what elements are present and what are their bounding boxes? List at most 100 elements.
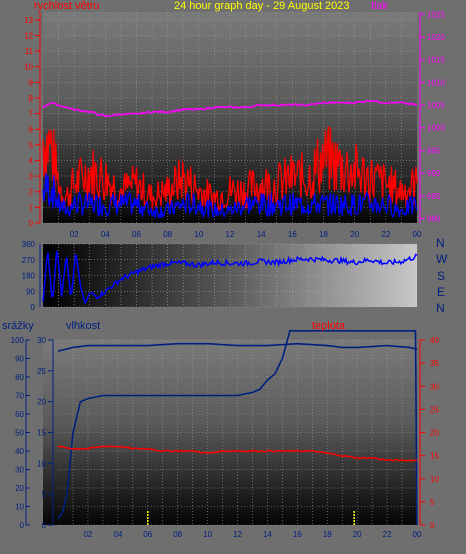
x-axis-tick-label: 22 xyxy=(383,530,392,539)
direction-letter-e: E xyxy=(437,285,446,299)
x-axis-tick-label: 16 xyxy=(288,230,297,239)
rain-axis-tick-label: 0 xyxy=(42,521,47,530)
rain-axis-tick-label: 30 xyxy=(37,336,46,345)
temperature-axis-tick-label: 20 xyxy=(430,429,439,438)
rain-humidity-temp-panel: 0102030405060708090100051015202530051015… xyxy=(11,329,440,539)
humidity-axis-tick-label: 80 xyxy=(15,373,24,382)
x-axis-tick-label: 04 xyxy=(113,530,122,539)
rain-humidity-temp-grid xyxy=(58,339,417,526)
humidity-axis-tick-label: 90 xyxy=(15,355,24,364)
rain-axis-tick-label: 5 xyxy=(42,490,47,499)
temperature-axis-tick-label: 0 xyxy=(430,521,435,530)
x-axis-tick-label: 12 xyxy=(233,530,242,539)
right-axis-tick-label: 1000 xyxy=(427,124,445,133)
humidity-axis-tick-label: 50 xyxy=(15,429,24,438)
rain-label: srážky xyxy=(2,320,34,332)
direction-axis-tick-label: 360 xyxy=(22,240,36,249)
x-axis-tick-label: 08 xyxy=(173,530,182,539)
temperature-axis-tick-label: 15 xyxy=(430,452,439,461)
wind-pressure-series xyxy=(42,99,418,219)
humidity-axis-tick-label: 40 xyxy=(15,447,24,456)
left-axis-tick-label: 0 xyxy=(29,219,34,228)
humidity-axis-tick-label: 60 xyxy=(15,410,24,419)
direction-axis-tick-label: 0 xyxy=(31,303,36,312)
x-axis-tick-label: 02 xyxy=(83,530,92,539)
wind-speed-series-line xyxy=(42,173,418,219)
wind-direction-axes: 0 90 180 270 360 xyxy=(22,240,41,312)
right-axis-tick-label: 1010 xyxy=(427,78,445,87)
temperature-axis-tick-label: 10 xyxy=(430,475,439,484)
left-axis-tick-label: 10 xyxy=(24,63,33,72)
rain-axis-tick-label: 10 xyxy=(37,459,46,468)
chart-title: 24 hour graph day - 29 August 2023 xyxy=(174,0,350,12)
x-axis-tick-label: 18 xyxy=(323,530,332,539)
x-axis-tick-label: 00 xyxy=(413,230,422,239)
temperature-series-line xyxy=(57,445,418,462)
left-axis-tick-label: 11 xyxy=(25,47,34,56)
rain-humidity-temp-axes: 0102030405060708090100051015202530051015… xyxy=(11,336,440,539)
gust-series-line xyxy=(42,126,418,212)
left-axis-tick-label: 5 xyxy=(29,141,34,150)
right-axis-tick-label: 990 xyxy=(427,169,441,178)
right-axis-tick-label: 995 xyxy=(427,146,441,155)
right-axis-tick-label: 1005 xyxy=(427,101,445,110)
rain-axis-tick-label: 20 xyxy=(37,398,46,407)
x-axis-tick-label: 00 xyxy=(413,530,422,539)
direction-axis-tick-label: 270 xyxy=(22,256,36,265)
direction-letter-n-bottom: N xyxy=(436,301,445,315)
direction-letter-s: S xyxy=(437,269,446,283)
x-axis-tick-label: 04 xyxy=(101,230,110,239)
wind-direction-series-line xyxy=(42,251,418,305)
x-axis-tick-label: 22 xyxy=(381,230,390,239)
wind-speed-label: rychlost větru xyxy=(34,0,100,12)
right-axis-tick-label: 1025 xyxy=(427,10,445,19)
x-axis-tick-label: 06 xyxy=(132,230,141,239)
wind-direction-series xyxy=(42,251,418,305)
x-axis-tick-label: 08 xyxy=(163,230,172,239)
rain-humidity-temp-series xyxy=(57,329,418,526)
x-axis-tick-label: 14 xyxy=(257,230,266,239)
x-axis-tick-label: 02 xyxy=(70,230,79,239)
humidity-axis-tick-label: 10 xyxy=(15,503,24,512)
wind-pressure-panel: 0123456789101112139809859909951000100510… xyxy=(24,10,445,239)
left-axis-tick-label: 9 xyxy=(29,78,34,87)
temperature-axis-tick-label: 35 xyxy=(430,359,439,368)
x-axis-tick-label: 16 xyxy=(293,530,302,539)
direction-axis-tick-label: 90 xyxy=(26,287,35,296)
pressure-label: tlak xyxy=(371,0,389,12)
left-axis-tick-label: 4 xyxy=(29,156,34,165)
wind-direction-grid xyxy=(43,243,417,308)
humidity-label: vlhkost xyxy=(66,320,101,332)
left-axis-tick-label: 3 xyxy=(29,172,34,181)
left-axis-tick-label: 13 xyxy=(24,16,33,25)
humidity-axis-tick-label: 20 xyxy=(15,484,24,493)
left-axis-tick-label: 8 xyxy=(29,94,34,103)
right-axis-tick-label: 985 xyxy=(427,192,441,201)
pressure-series-line xyxy=(42,99,418,118)
humidity-axis-tick-label: 100 xyxy=(11,336,25,345)
wind-direction-panel: 0 90 180 270 360 xyxy=(22,240,418,312)
right-axis-tick-label: 1020 xyxy=(427,33,445,42)
temperature-axis-tick-label: 30 xyxy=(430,382,439,391)
left-axis-tick-label: 1 xyxy=(29,203,34,212)
x-axis-tick-label: 10 xyxy=(203,530,212,539)
left-axis-tick-label: 6 xyxy=(29,125,34,134)
x-axis-tick-label: 14 xyxy=(263,530,272,539)
left-axis-tick-label: 7 xyxy=(29,110,34,119)
temperature-axis-tick-label: 5 xyxy=(430,498,435,507)
rain-axis-tick-label: 25 xyxy=(37,367,46,376)
direction-letter-w: W xyxy=(436,252,448,266)
right-axis-tick-label: 980 xyxy=(427,214,441,223)
temperature-label: teplota xyxy=(312,320,346,332)
humidity-axis-tick-label: 70 xyxy=(15,392,24,401)
right-axis-tick-label: 1015 xyxy=(427,56,445,65)
direction-letter-n-top: N xyxy=(436,236,445,250)
x-axis-tick-label: 06 xyxy=(143,530,152,539)
temperature-axis-tick-label: 40 xyxy=(430,336,439,345)
x-axis-tick-label: 20 xyxy=(350,230,359,239)
rain-series-line xyxy=(57,329,418,526)
humidity-axis-tick-label: 0 xyxy=(20,521,25,530)
humidity-series-line xyxy=(57,342,418,352)
left-axis-tick-label: 12 xyxy=(24,31,33,40)
